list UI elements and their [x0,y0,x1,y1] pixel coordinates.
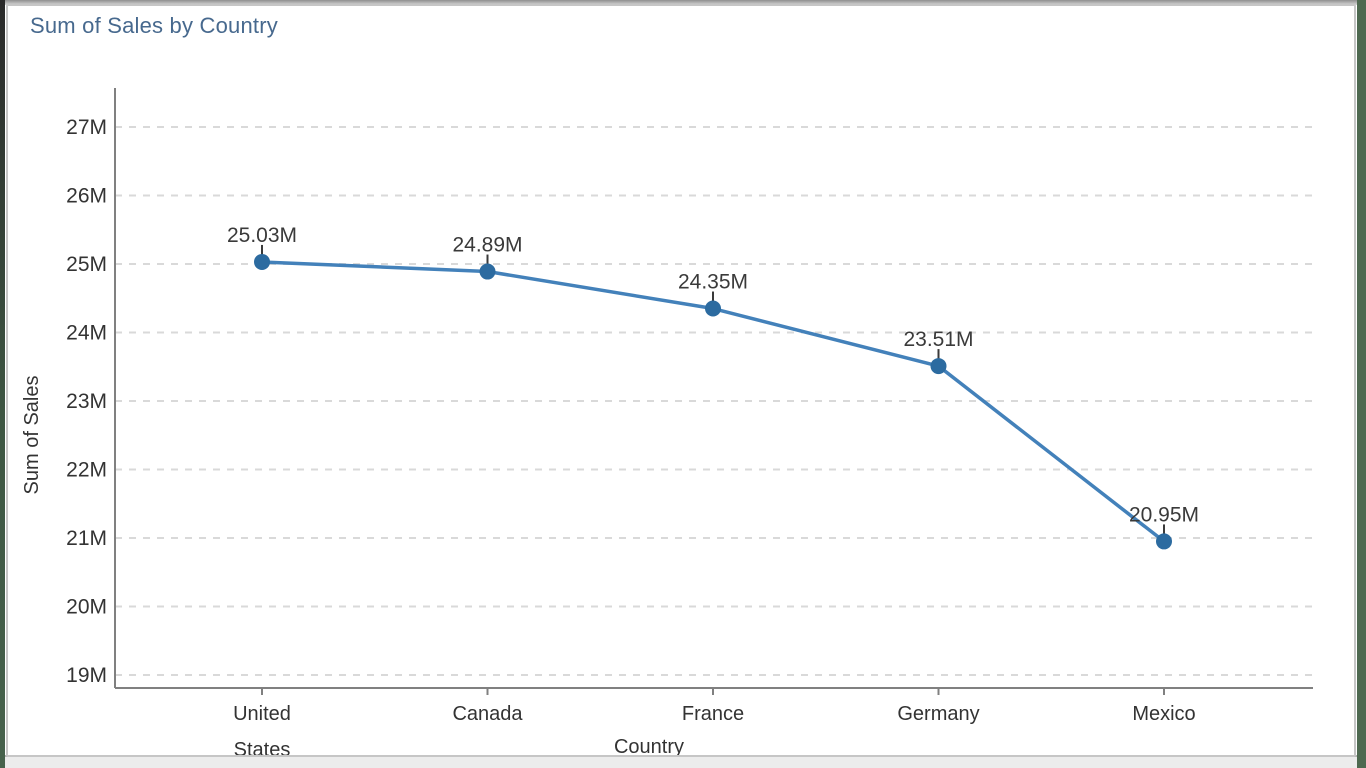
y-axis-tick-label: 23M [66,390,107,413]
y-axis-tick-label: 25M [66,253,107,276]
frame-edge-top [5,0,1357,5]
y-axis-tick-label: 20M [66,596,107,619]
x-axis-category-label: Mexico [1132,703,1195,725]
data-label: 20.95M [1129,503,1199,526]
data-point-marker[interactable] [705,300,721,317]
data-point-marker[interactable] [254,253,270,270]
y-axis-tick-label: 21M [66,527,107,550]
frame-edge-right [1357,0,1366,768]
y-axis-tick-label: 19M [66,664,107,687]
x-axis-title: Country [614,736,684,758]
y-axis-tick-label: 24M [66,322,107,345]
data-point-marker[interactable] [479,263,496,280]
x-axis-category-label: France [682,703,744,725]
data-point-marker[interactable] [930,358,947,375]
chart-title: Sum of Sales by Country [30,13,278,38]
x-axis-category-label: United States [233,703,291,761]
x-axis-category-label: Germany [897,703,979,725]
y-axis-tick-label: 27M [66,116,107,139]
frame-edge-left [0,0,5,768]
data-label: 23.51M [903,328,973,351]
data-label: 24.35M [678,271,748,294]
data-label: 25.03M [227,224,297,247]
data-label: 24.89M [452,234,522,257]
data-point-marker[interactable] [1156,533,1172,550]
y-axis-tick-label: 26M [66,185,107,208]
y-axis-tick-label: 22M [66,459,107,482]
x-axis-category-label: Canada [452,703,523,725]
y-axis-title: Sum of Sales [21,376,43,495]
